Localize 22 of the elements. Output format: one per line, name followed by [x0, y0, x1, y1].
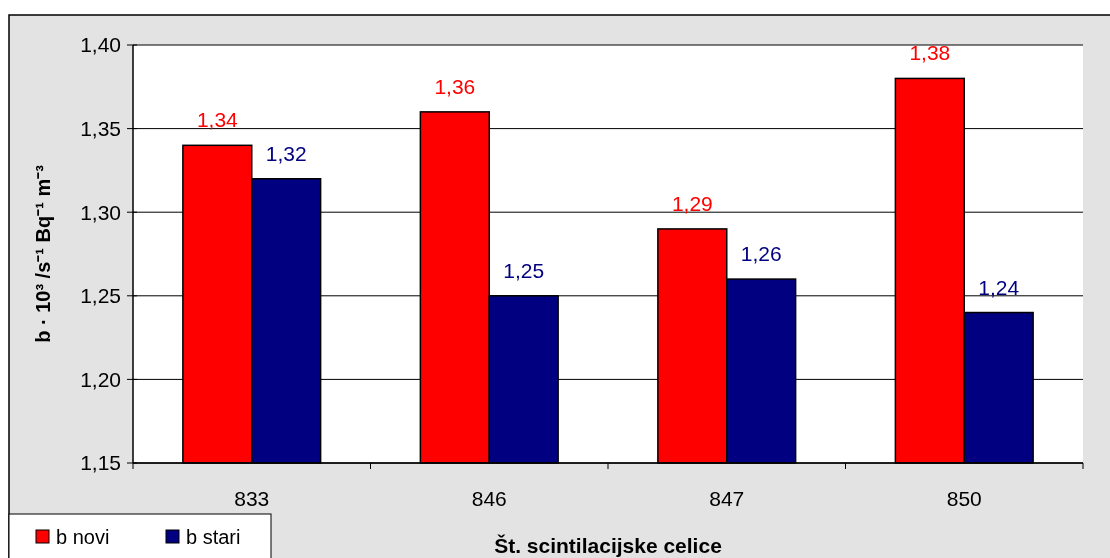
legend-label: b stari	[186, 526, 241, 548]
y-tick-label: 1,35	[80, 116, 121, 140]
x-axis-title: Št. scintilacijske celice	[494, 534, 722, 557]
y-tick-label: 1,20	[80, 367, 121, 391]
y-tick-label: 1,40	[80, 33, 121, 57]
x-tick-label: 847	[709, 487, 745, 510]
data-label: 1,29	[671, 191, 713, 215]
data-label: 1,25	[503, 258, 545, 282]
y-tick-label: 1,25	[80, 284, 121, 308]
y-axis-title: b · 10³ /s⁻¹ Bq⁻¹ m⁻³	[32, 164, 54, 343]
data-label: 1,24	[978, 275, 1020, 299]
data-label: 1,32	[265, 141, 307, 165]
y-tick-label: 1,30	[80, 200, 121, 224]
y-tick-label: 1,15	[80, 451, 121, 475]
legend-label: b novi	[56, 526, 110, 548]
data-label: 1,34	[196, 108, 239, 132]
x-tick-label: 833	[234, 487, 270, 510]
data-label: 1,36	[434, 74, 476, 98]
data-label: 1,38	[909, 41, 951, 65]
data-label: 1,26	[740, 242, 782, 266]
x-tick-label: 846	[471, 487, 507, 510]
x-tick-label: 850	[946, 487, 982, 510]
